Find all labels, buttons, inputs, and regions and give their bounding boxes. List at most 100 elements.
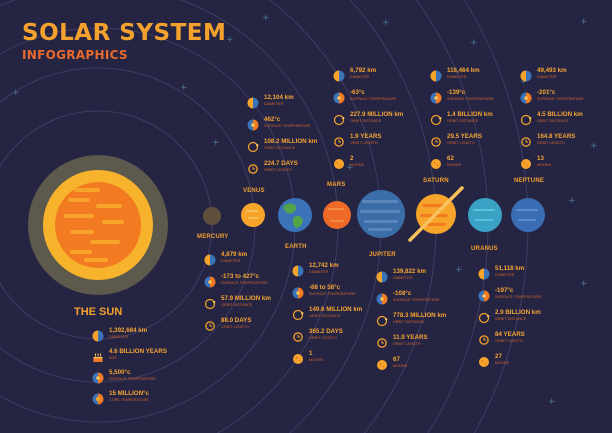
fact-row: 227.9 MILLION km ORBIT DISTANCE (333, 111, 417, 133)
fact-label: DIAMETER (537, 75, 557, 79)
fact-label: ORBIT LENGTH (393, 342, 421, 346)
neptune-label: NEPTUNE (514, 178, 545, 184)
surface-temperature-icon (333, 91, 345, 104)
fact-row: 1.4 BILLION km ORBIT DISTANCE (430, 111, 514, 133)
fact-label: MOONS (447, 163, 462, 167)
sun-illustration (28, 155, 168, 295)
star: + (580, 279, 588, 289)
venus-planet (241, 203, 265, 227)
fact-value: -108°c (393, 290, 412, 297)
fact-value: 116,464 km (447, 67, 480, 74)
fact-row: 15 MILLION°c CORE TEMPERATURE (92, 390, 176, 411)
moons-icon (333, 157, 345, 169)
fact-row: 139,822 km DIAMETER (376, 268, 460, 290)
fact-value: 13 (537, 155, 544, 162)
orbit-distance-icon (520, 113, 532, 126)
fact-value: 27 (495, 353, 502, 360)
fact-row: 4.5 BILLION km ORBIT DISTANCE (520, 111, 604, 133)
fact-row: 778.3 MILLION km ORBIT DISTANCE (376, 312, 460, 334)
fact-row: 365.2 DAYS ORBIT LENGTH (292, 328, 376, 350)
fact-label: MOONS (537, 163, 552, 167)
star: + (12, 88, 20, 98)
fact-value: 1.9 YEARS (350, 133, 382, 140)
fact-row: 12,742 km DIAMETER (292, 262, 376, 284)
fact-value: 139,822 km (393, 268, 427, 275)
fact-row: 67 MOONS (376, 356, 460, 378)
surface-temperature-icon (376, 292, 388, 305)
fact-row: 88.0 DAYS ORBIT LENGTH (204, 317, 288, 339)
star: + (568, 196, 576, 206)
venus-facts: 12,104 km DIAMETER 462°c SURFACE TEMPERATUR… (247, 94, 331, 182)
orbit-length-icon (520, 135, 532, 147)
jupiter-label: JUPITER (369, 252, 396, 258)
planets (203, 186, 545, 242)
fact-value: -88 to 58°c (309, 284, 341, 291)
moons-icon (520, 157, 532, 169)
star: + (212, 138, 220, 148)
diameter-icon (292, 264, 304, 277)
orbit-length-icon (376, 336, 388, 348)
fact-row: 49,493 km DIAMETER (520, 67, 604, 89)
venus-label: VENUS (243, 188, 265, 194)
uranus-label: URANUS (471, 246, 498, 252)
fact-value: 164.8 YEARS (537, 133, 576, 140)
fact-label: ORBIT LENGTH (264, 168, 292, 172)
star: + (382, 18, 390, 28)
stars: + + + + + + + + + + + + + + + + (12, 13, 598, 407)
surface-temperature-icon (478, 289, 490, 302)
fact-row: -108°c SURFACE TEMPERATURE (376, 290, 460, 312)
sun-core (55, 182, 141, 268)
fact-row: 1.9 YEARS ORBIT LENGTH (333, 133, 417, 155)
star: + (262, 13, 270, 23)
neptune-planet (511, 198, 545, 232)
fact-label: DIAMETER (309, 270, 329, 274)
fact-value: 62 (447, 155, 454, 162)
diameter-icon (430, 69, 442, 82)
fact-row: 149.6 MILLION km ORBIT DISTANCE (292, 306, 376, 328)
fact-label: DIAMETER (495, 273, 515, 277)
fact-value: 12,742 km (309, 262, 339, 269)
fact-label: ORBIT DISTANCE (393, 320, 425, 324)
saturn-facts: 116,464 km DIAMETER -139°c SURFACE TEMPERAT… (430, 67, 514, 177)
age-icon (92, 350, 104, 362)
star: + (346, 163, 354, 173)
orbit-length-icon (430, 135, 442, 147)
fact-label: ORBIT DISTANCE (537, 119, 569, 123)
page-subtitle: INFOGRAPHICS (22, 48, 128, 62)
neptune-facts: 49,493 km DIAMETER -201°c SURFACE TEMPERATU… (520, 67, 604, 177)
fact-value: 49,493 km (537, 67, 567, 74)
fact-value: 84 YEARS (495, 331, 525, 338)
saturn-ring (408, 186, 464, 242)
sun-flare-texture (64, 188, 124, 262)
fact-row: 6,792 km DIAMETER (333, 67, 417, 89)
fact-row: 51,118 km DIAMETER (478, 265, 562, 287)
mercury-facts: 4,879 km DIAMETER -173 to 427°c SURFACE TEM… (204, 251, 288, 339)
fact-value: 4.5 BILLION km (537, 111, 583, 118)
diameter-icon (92, 329, 104, 342)
fact-row: -201°c SURFACE TEMPERATURE (520, 89, 604, 111)
fact-row: 1,392,684 km DIAMETER (92, 327, 176, 348)
fact-row: 57.9 MILLION km ORBIT DISTANCE (204, 295, 288, 317)
fact-label: DIAMETER (447, 75, 467, 79)
moons-icon (292, 352, 304, 364)
fact-row: 27 MOONS (478, 353, 562, 375)
fact-row: 4.6 BILLION YEARS AGE (92, 348, 176, 369)
fact-label: ORBIT DISTANCE (447, 119, 479, 123)
fact-label: SURFACE TEMPERATURE (309, 292, 356, 296)
orbit-distance-icon (333, 113, 345, 126)
fact-label: SURFACE TEMPERATURE (393, 298, 440, 302)
orbit-length-icon (478, 333, 490, 345)
surface-temperature-icon (292, 286, 304, 299)
fact-value: -139°c (447, 89, 466, 96)
uranus-facts: 51,118 km DIAMETER -197°c SURFACE TEMPERATU… (478, 265, 562, 375)
fact-row: -139°c SURFACE TEMPERATURE (430, 89, 514, 111)
fact-row: 108.2 MILLION km ORBIT DISTANCE (247, 138, 331, 160)
mars-label: MARS (327, 182, 346, 188)
star: + (226, 35, 234, 45)
fact-label: ORBIT LENGTH (495, 339, 523, 343)
fact-value: 462°c (264, 116, 281, 123)
fact-label: MOONS (393, 364, 408, 368)
mercury-planet (203, 207, 221, 225)
surface-temperature-icon (204, 275, 216, 288)
